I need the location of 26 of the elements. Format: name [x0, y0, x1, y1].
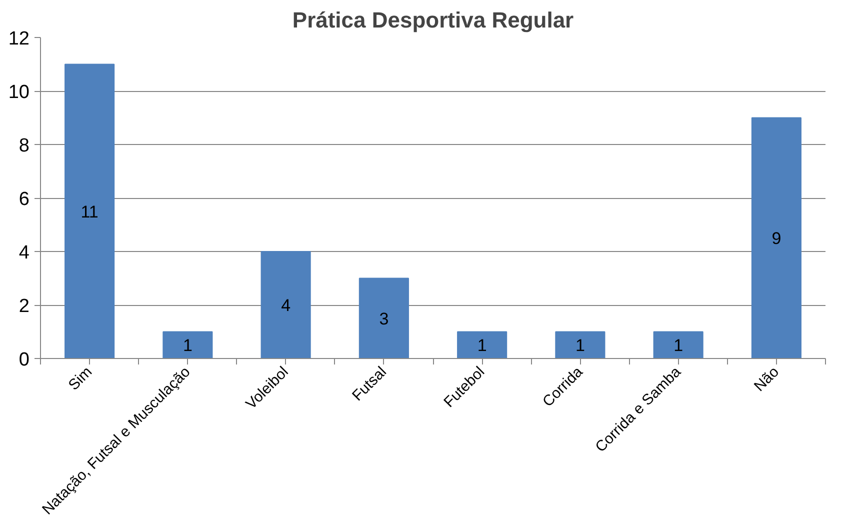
data-label: 1: [477, 336, 487, 356]
y-tick-label: 6: [18, 189, 30, 210]
bar: [653, 331, 704, 358]
data-label: 9: [772, 229, 782, 248]
x-tick-label: Sim: [65, 363, 96, 394]
y-tick-label: 12: [8, 28, 30, 50]
y-tick-label: 8: [18, 136, 30, 156]
y-tick-label: 0: [18, 350, 30, 370]
bar: [555, 331, 606, 358]
bar: [64, 64, 115, 358]
data-label: 3: [379, 309, 389, 328]
bar: [457, 331, 508, 358]
data-label: 11: [80, 202, 98, 222]
x-tick-label: Não: [750, 363, 782, 395]
bar: [260, 251, 311, 358]
bar: [162, 331, 213, 358]
bar: [358, 278, 409, 358]
chart-title: Prática Desportiva Regular: [292, 8, 574, 32]
y-tick-label: 10: [8, 82, 30, 103]
data-label: 1: [182, 336, 192, 356]
data-label: 1: [575, 336, 585, 356]
bar: [751, 117, 802, 358]
data-label: 1: [674, 336, 684, 356]
data-label: 4: [281, 296, 291, 315]
y-tick-label: 4: [18, 242, 30, 264]
y-tick-label: 2: [18, 296, 30, 317]
